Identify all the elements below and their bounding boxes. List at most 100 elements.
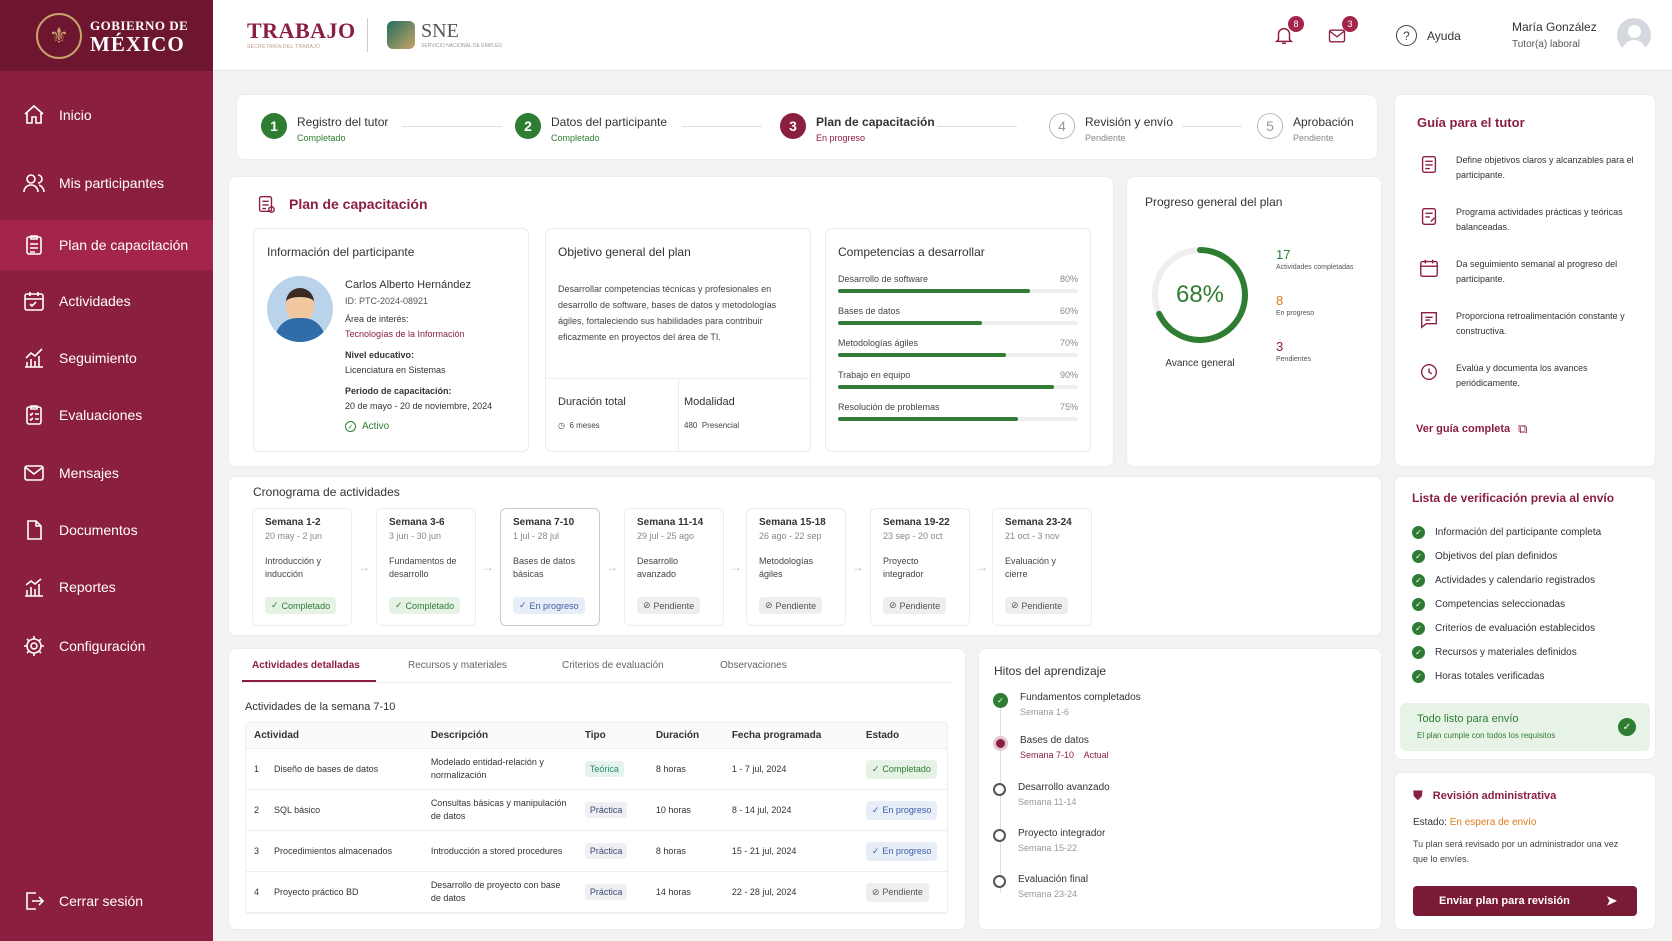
- milestone-item: ✓ Fundamentos completados Semana 1-6: [993, 692, 1141, 717]
- gobierno-logo[interactable]: ⚜ GOBIERNO DE MÉXICO: [0, 0, 213, 71]
- guide-link[interactable]: Ver guía completa ⧉: [1416, 421, 1528, 436]
- sidebar-item-evaluaciones[interactable]: Evaluaciones: [0, 390, 213, 440]
- sidebar-item-plan[interactable]: Plan de capacitación: [0, 220, 213, 270]
- avatar[interactable]: [1617, 18, 1651, 52]
- notifications-badge: 8: [1288, 16, 1304, 32]
- tab-recursos[interactable]: Recursos y materiales: [408, 660, 507, 671]
- mode-value: 480 Presencial: [684, 421, 740, 430]
- milestone-item: Desarrollo avanzado Semana 11-14: [993, 782, 1110, 807]
- review-state: En espera de envío: [1449, 817, 1537, 828]
- participant-id: ID: PTC-2024-08921: [345, 296, 429, 306]
- completed-count: 17: [1276, 247, 1291, 262]
- status-badge: ✓ Activo: [345, 421, 525, 432]
- guide-card: Guía para el tutor: [1394, 94, 1656, 467]
- week-card[interactable]: Semana 3-6 3 jun - 30 jun Fundamentos de d…: [376, 508, 476, 626]
- competency-item: Metodologías ágiles 70%: [838, 338, 1078, 357]
- sne-logo[interactable]: SNE SERVICIO NACIONAL DE EMPLEO: [387, 20, 502, 49]
- sidebar: ⚜ GOBIERNO DE MÉXICO Inicio Mis particip…: [0, 0, 213, 941]
- sidebar-item-configuracion[interactable]: Configuración: [0, 621, 213, 671]
- eagle-icon: [387, 20, 415, 49]
- competency-item: Bases de datos 60%: [838, 306, 1078, 325]
- step-1[interactable]: 1 Registro del tutor Completado: [261, 113, 388, 143]
- check-circle-icon: ✓: [993, 693, 1008, 708]
- user-info[interactable]: María González Tutor(a) laboral: [1512, 20, 1597, 50]
- status-icon: ⊘: [871, 886, 880, 897]
- step-3[interactable]: 3 Plan de capacitación En progreso: [780, 113, 935, 143]
- checklist-item: ✓ Recursos y materiales definidos: [1412, 646, 1577, 659]
- week-card[interactable]: Semana 15-18 26 ago - 22 sep Metodologías …: [746, 508, 846, 626]
- competency-bar: [838, 385, 1054, 389]
- feedback-icon: [1420, 311, 1438, 329]
- bar-chart-icon: [25, 578, 43, 597]
- table-row[interactable]: 3 Procedimientos almacenados Introducción …: [246, 830, 947, 872]
- status-badge: ⊘ Pendiente: [637, 597, 701, 614]
- check-circle-icon: ✓: [1412, 550, 1425, 563]
- help-icon: ?: [1396, 25, 1417, 46]
- review-card: ⛊ Revisión administrativa Estado: En esp…: [1394, 772, 1656, 930]
- table-row[interactable]: 2 SQL básico Consultas básicas y manipulac…: [246, 789, 947, 831]
- week-card[interactable]: Semana 1-2 20 may - 2 jun Introducción y i…: [252, 508, 352, 626]
- status-badge: ✓ Completado: [865, 759, 937, 779]
- divider: [678, 379, 679, 451]
- sidebar-item-actividades[interactable]: Actividades: [0, 276, 213, 326]
- tab-actividades[interactable]: Actividades detalladas: [252, 660, 360, 671]
- competency-bar: [838, 417, 1018, 421]
- plan-title: Plan de capacitación: [289, 196, 428, 212]
- help-button[interactable]: ? Ayuda: [1396, 25, 1461, 46]
- status-icon: ✓: [395, 600, 403, 610]
- week-card[interactable]: Semana 11-14 29 jul - 25 ago Desarrollo av…: [624, 508, 724, 626]
- type-tag: Práctica: [584, 842, 628, 859]
- tab-criterios[interactable]: Criterios de evaluación: [562, 660, 664, 671]
- table-row[interactable]: 1 Diseño de bases de datos Modelado entida…: [246, 748, 947, 790]
- status-badge: ⊘ Pendiente: [883, 597, 947, 614]
- step-4[interactable]: 4 Revisión y envío Pendiente: [1049, 113, 1173, 143]
- document-edit-icon: [1421, 207, 1437, 225]
- shield-icon: ⛊: [1413, 788, 1423, 803]
- competency-bar: [838, 353, 1006, 357]
- step-5[interactable]: 5 Aprobación Pendiente: [1257, 113, 1354, 143]
- progress-percent: 68%: [1175, 281, 1225, 308]
- objective-text: Desarrollar competencias técnicas y prof…: [558, 284, 777, 342]
- competency-bar: [838, 321, 982, 325]
- competency-item: Desarrollo de software 80%: [838, 274, 1078, 293]
- table-row[interactable]: 4 Proyecto práctico BD Desarrollo de proye…: [246, 871, 947, 913]
- tab-observaciones[interactable]: Observaciones: [720, 660, 787, 671]
- logo-divider: [367, 18, 368, 52]
- sidebar-item-documentos[interactable]: Documentos: [0, 505, 213, 555]
- check-circle-icon: ✓: [1412, 598, 1425, 611]
- status-badge: ⊘ Pendiente: [1005, 597, 1069, 614]
- messages-button[interactable]: 3: [1326, 16, 1358, 49]
- divider: [546, 378, 810, 379]
- competency-item: Resolución de problemas 75%: [838, 402, 1078, 421]
- checklist-title: Lista de verificación previa al envío: [1412, 491, 1615, 505]
- mail-icon: [1328, 29, 1346, 43]
- plan-card: Plan de capacitación Información del par…: [228, 176, 1114, 467]
- check-circle-icon: ✓: [1412, 574, 1425, 587]
- week-card[interactable]: Semana 19-22 23 sep - 20 oct Proyecto inte…: [870, 508, 970, 626]
- trabajo-logo[interactable]: TRABAJO SECRETARÍA DEL TRABAJO: [247, 18, 356, 50]
- gear-icon: [24, 636, 44, 656]
- checklist-item: ✓ Objetivos del plan definidos: [1412, 550, 1557, 563]
- status-badge: ⊘ Pendiente: [865, 882, 929, 902]
- sidebar-item-mensajes[interactable]: Mensajes: [0, 448, 213, 498]
- mail-icon: [24, 465, 44, 481]
- status-icon: ⊘: [1011, 600, 1019, 610]
- step-2[interactable]: 2 Datos del participante Completado: [515, 113, 667, 143]
- clipboard-icon: [26, 235, 42, 255]
- submit-button[interactable]: Enviar plan para revisión ➤: [1413, 886, 1637, 916]
- progress-icon: [1420, 363, 1438, 381]
- status-icon: ✓: [871, 804, 880, 815]
- check-circle-icon: ✓: [1412, 646, 1425, 659]
- logout-button[interactable]: Cerrar sesión: [0, 876, 213, 926]
- notifications-button[interactable]: 8: [1273, 16, 1304, 49]
- sidebar-item-reportes[interactable]: Reportes: [0, 562, 213, 612]
- sidebar-item-participantes[interactable]: Mis participantes: [0, 158, 213, 208]
- week-card[interactable]: Semana 7-10 1 jul - 28 jul Bases de datos …: [500, 508, 600, 626]
- guide-item: Define objetivos claros y alcanzables pa…: [1418, 153, 1648, 183]
- sidebar-item-inicio[interactable]: Inicio: [0, 90, 213, 140]
- checklist-item: ✓ Información del participante completa: [1412, 526, 1601, 539]
- sidebar-item-seguimiento[interactable]: Seguimiento: [0, 333, 213, 383]
- competencies-card: Competencias a desarrollar Desarrollo de…: [825, 228, 1091, 452]
- week-card[interactable]: Semana 23-24 21 oct - 3 nov Evaluación y c…: [992, 508, 1092, 626]
- document-icon: [27, 520, 42, 540]
